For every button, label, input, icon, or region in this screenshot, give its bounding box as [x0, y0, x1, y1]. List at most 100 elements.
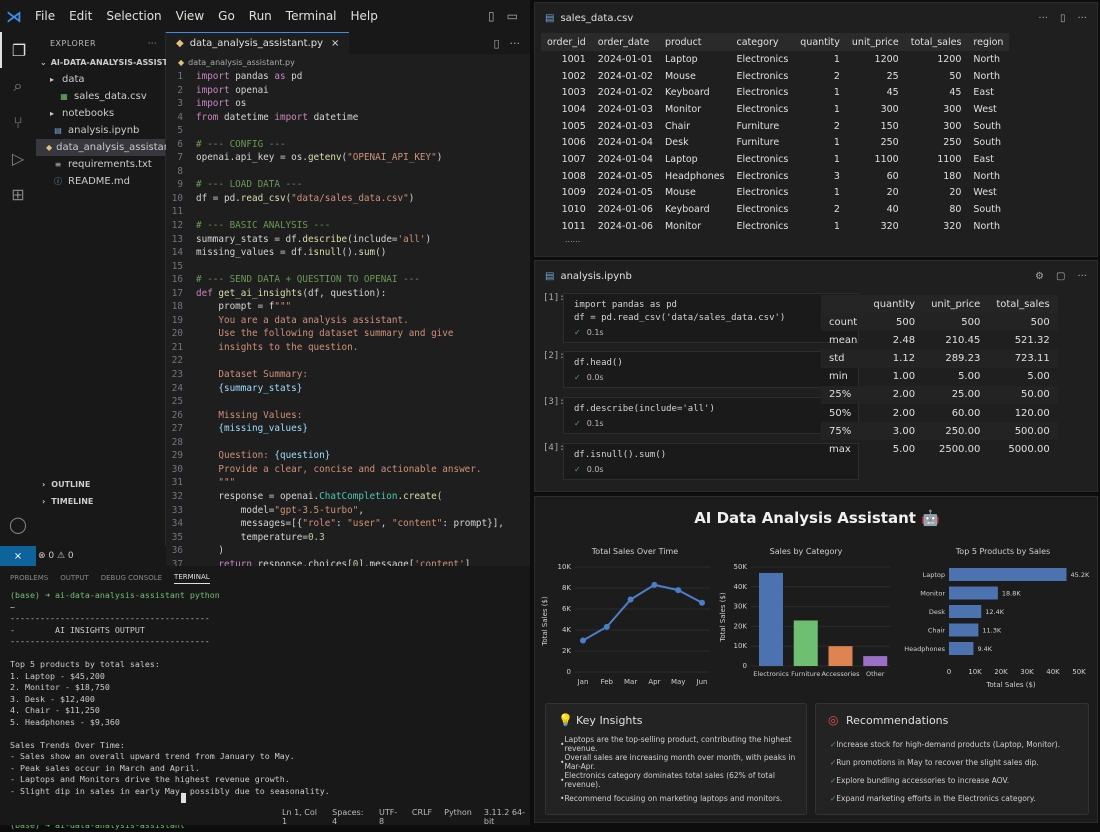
notebook-cell[interactable]: [1]: import pandas as pd df = pd.read_csv(… — [543, 293, 859, 343]
toggle-panel-icon[interactable]: ▭ — [506, 9, 518, 23]
more-actions-icon[interactable]: ··· — [1038, 12, 1048, 24]
column-header-order_id[interactable]: order_id — [541, 33, 592, 51]
code-token: Use the following dataset summary and gi… — [196, 328, 454, 340]
describe-col-header: unit_price — [931, 298, 981, 310]
split-editor-icon[interactable]: ▯ — [1059, 12, 1066, 24]
terminal-line: 4. Chair - $11,250 — [10, 705, 100, 715]
describe-cell: 1.12 — [892, 352, 916, 364]
timeline-section[interactable]: › TIMELINE — [36, 493, 166, 510]
breadcrumb[interactable]: ◆ data_analysis_assistant.py — [166, 54, 530, 70]
y-axis-label: Total Sales ($) — [719, 592, 727, 643]
table-cell: 1001 — [561, 53, 586, 65]
menu-file[interactable]: File — [35, 9, 56, 23]
line-text: response = openai.ChatCompletion.create( — [196, 490, 442, 504]
code-token: pandas — [229, 71, 275, 82]
line-number: 24 — [171, 382, 183, 394]
menu-go[interactable]: Go — [218, 9, 235, 23]
more-actions-icon[interactable]: ··· — [147, 38, 157, 48]
tree-item-analysis-ipynb[interactable]: ▤ analysis.ipynb — [36, 122, 165, 139]
panel-tab-debug-console[interactable]: DEBUG CONSOLE — [100, 574, 163, 582]
tree-item-data[interactable]: ▸ data — [36, 71, 165, 88]
code-line: 24 {summary_stats} — [166, 382, 530, 396]
describe-cell: 120.00 — [1014, 407, 1050, 419]
notebook-cell[interactable]: [3]: df.describe(include='all') ✓ 0.1s — [543, 397, 859, 434]
line-point — [627, 596, 634, 603]
close-icon[interactable]: × — [331, 38, 340, 49]
column-header-category[interactable]: category — [730, 33, 795, 51]
column-header-quantity[interactable]: quantity — [794, 33, 846, 51]
comment-icon[interactable]: ▢ — [1056, 270, 1066, 282]
notebook-cell[interactable]: [2]: df.head() ✓ 0.0s — [543, 351, 859, 388]
tree-item-data-analysis-assistant-py[interactable]: ◆ data_analysis_assistant.py — [36, 139, 189, 156]
more-actions-icon[interactable]: ··· — [1077, 270, 1087, 282]
describe-row: 50% 2.00 60.00 120.00 — [821, 404, 1058, 422]
source-control-icon[interactable]: ⑂ — [13, 112, 23, 132]
line-text: missing_values = df.isnull().sum() — [196, 246, 386, 260]
menu-selection[interactable]: Selection — [106, 9, 162, 23]
code-token: "gpt-3.5-turbo" — [274, 504, 359, 516]
settings-icon[interactable]: ⚙ — [1035, 270, 1044, 282]
account-icon[interactable]: ◯ — [9, 514, 27, 534]
status-item[interactable]: 3.11.2 64-bit — [483, 807, 525, 826]
code-line: 20 Use the following dataset summary and… — [166, 327, 530, 341]
menu-terminal[interactable]: Terminal — [285, 9, 337, 23]
status-item[interactable]: Ln 1, Col 1 — [282, 807, 317, 826]
explorer-icon[interactable]: ❐ — [0, 32, 36, 68]
cell-status: ✓ 0.0s — [574, 465, 848, 474]
tree-item-readme-md[interactable]: ⓘ README.md — [36, 173, 165, 190]
line-number: 36 — [171, 545, 183, 557]
line-text: summary_stats = df.describe(include='all… — [196, 233, 431, 247]
status-bar: Ln 1, Col 1 Spaces: 4 UTF-8 CRLF Python 3.11.… — [0, 807, 530, 826]
describe-cell: 500 — [1030, 316, 1050, 328]
extensions-icon[interactable]: ⊞ — [11, 184, 25, 204]
column-header-unit_price[interactable]: unit_price — [845, 33, 905, 51]
outline-section[interactable]: › OUTLINE — [36, 476, 166, 493]
status-item[interactable]: Python — [444, 807, 472, 817]
status-item[interactable]: CRLF — [411, 807, 433, 817]
run-debug-icon[interactable]: ▷ — [11, 148, 25, 168]
table-cell: South — [973, 120, 1002, 132]
code-line: 31 """ — [166, 476, 530, 490]
search-icon[interactable]: ⌕ — [13, 76, 23, 95]
editor-tab[interactable]: ◆ data_analysis_assistant.py × — [166, 32, 350, 54]
line-number: 30 — [171, 463, 183, 475]
terminal-line: ---------------------------------------- — [10, 613, 210, 623]
tree-item-notebooks[interactable]: ▸ notebooks — [36, 105, 165, 122]
tree-item-requirements-txt[interactable]: ≡ requirements.txt — [36, 156, 165, 173]
split-editor-icon[interactable]: ▯ — [493, 36, 500, 50]
menu-help[interactable]: Help — [350, 9, 378, 23]
column-header-total_sales[interactable]: total_sales — [904, 33, 968, 51]
x-tick-label: Apr — [648, 678, 660, 686]
code-line: 22 — [166, 354, 530, 368]
project-folder[interactable]: ⌄ AI-DATA-ANALYSIS-ASSISTANT — [36, 54, 186, 71]
line-point — [580, 637, 586, 644]
panel-tab-problems[interactable]: PROBLEMS — [10, 574, 49, 582]
panel-tab-output[interactable]: OUTPUT — [60, 574, 89, 582]
menu-edit[interactable]: Edit — [69, 9, 93, 23]
code-token: """ — [196, 477, 236, 489]
panel-tab-terminal[interactable]: TERMINAL — [174, 573, 210, 584]
status-item[interactable]: Spaces: 4 — [332, 807, 364, 826]
cell-status: ✓ 0.0s — [574, 373, 848, 382]
toggle-sidebar-icon[interactable]: ▯ — [488, 9, 495, 23]
column-header-order_date[interactable]: order_date — [591, 33, 659, 51]
bottom-panel: PROBLEMS OUTPUT DEBUG CONSOLE TERMINAL (bas… — [0, 566, 530, 830]
more-actions-icon[interactable]: ··· — [509, 36, 521, 50]
notebook-cell[interactable]: [4]: df.isnull().sum() ✓ 0.0s — [543, 443, 859, 480]
terminal-output[interactable]: (base) ➜ ai-data-analysis-assistant pyth… — [0, 590, 530, 832]
column-header-product[interactable]: product — [658, 33, 731, 51]
remote-indicator-icon[interactable]: ⨯ — [0, 546, 36, 566]
problems-status[interactable]: ⊗ 0 ⚠ 0 — [36, 546, 166, 566]
more-actions-icon[interactable]: ··· — [1077, 12, 1087, 24]
y-tick-label: 30K — [734, 603, 748, 611]
line-text: from datetime import datetime — [196, 111, 358, 125]
code-line: 37 return response.choices[0].message['c… — [166, 558, 530, 572]
check-icon: ✓ — [574, 373, 581, 382]
table-cell: 20 — [886, 187, 899, 199]
tree-item-sales-data-csv[interactable]: ▦ sales_data.csv — [36, 88, 165, 105]
menu-view[interactable]: View — [175, 9, 205, 23]
status-item[interactable]: UTF-8 — [379, 807, 398, 826]
menu-run[interactable]: Run — [248, 9, 272, 23]
code-line: 4 from datetime import datetime — [166, 111, 530, 125]
column-header-region[interactable]: region — [967, 33, 1010, 51]
